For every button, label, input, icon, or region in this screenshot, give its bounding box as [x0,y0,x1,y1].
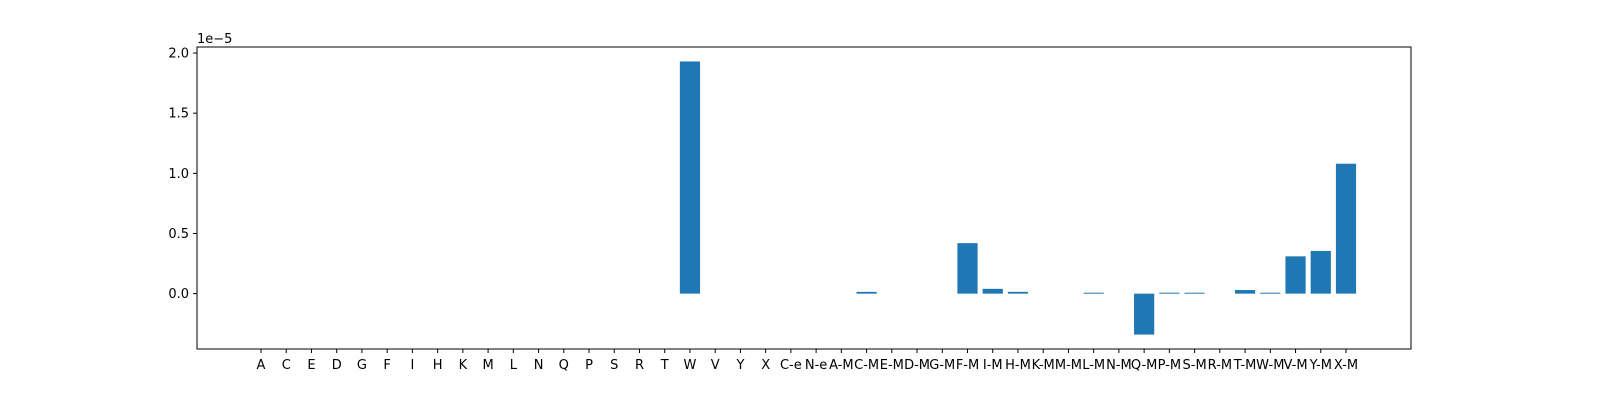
x-tick-label: R-M [1208,358,1232,373]
bar-H-M [1007,291,1029,294]
y-axis: 0.0 0.5 1.0 1.5 2.0 [168,47,197,302]
x-axis: A C E D G F I H K M L N Q P S R T W V Y X C-e N-e A-M C-M E-M D-M G… [257,349,1358,373]
x-tick-label: A [257,358,266,373]
bar-P-M [1159,292,1180,294]
x-tick-label: Y-M [1309,358,1332,373]
bar-V-M [1285,256,1306,294]
bar-Q-M [1134,293,1155,335]
x-tick-label: P [585,358,593,373]
x-tick-label: V [711,358,720,373]
x-tick-label: C-M [854,358,879,373]
x-tick-label: R [635,358,644,373]
x-tick-label: C [282,358,291,373]
plot-frame [196,46,1412,350]
bar-I-M [982,288,1003,294]
x-tick-label: S [610,358,618,373]
x-tick-label: E-M [880,358,904,373]
bar-Y-M [1310,250,1331,294]
bar-X-M [1335,163,1357,294]
bar-W [679,61,701,294]
x-tick-label: N [534,358,544,373]
bar-F-M [957,243,978,294]
x-tick-label: E [307,358,315,373]
y-tick-label: 0.5 [168,227,189,242]
x-tick-label: F-M [956,358,979,373]
y-tick-label: 1.0 [168,167,189,182]
x-tick-label: N-e [805,358,827,373]
bar-T-M [1234,290,1256,294]
x-tick-label: C-e [780,358,802,373]
x-tick-label: X-M [1334,358,1358,373]
x-tick-label: H [433,358,443,373]
x-tick-label: V-M [1284,358,1308,373]
bar-C-M [856,291,877,294]
x-tick-label: A-M [829,358,854,373]
x-tick-label: D [332,358,342,373]
x-tick-label: Q-M [1131,358,1158,373]
y-tick-label: 1.5 [168,107,189,122]
x-tick-label: I-M [983,358,1003,373]
x-tick-label: G-M [929,358,955,373]
x-tick-label: K [459,358,468,373]
x-tick-label: P-M [1158,358,1181,373]
x-tick-label: N-M [1106,358,1132,373]
bar-W-M [1260,292,1281,294]
x-tick-label: W [684,358,697,373]
x-tick-label: L-M [1082,358,1105,373]
x-tick-label: M [482,358,493,373]
x-tick-label: W-M [1256,358,1284,373]
x-tick-label: T-M [1233,358,1257,373]
x-tick-label: I [410,358,414,373]
y-tick-label: 2.0 [168,47,189,62]
x-tick-label: D-M [904,358,930,373]
bar-L-M [1083,292,1104,294]
x-tick-label: G [357,358,367,373]
x-tick-label: M-M [1055,358,1082,373]
x-tick-label: Y [735,358,744,373]
x-tick-label: S-M [1183,358,1207,373]
y-tick-label: 0.0 [168,287,189,302]
x-tick-label: F [383,358,390,373]
x-tick-label: T [660,358,669,373]
bar-S-M [1184,292,1205,294]
bars-layer [679,61,1357,335]
x-tick-label: H-M [1005,358,1031,373]
x-tick-label: Q [559,358,569,373]
x-tick-label: L [510,358,518,373]
x-tick-label: K-M [1032,358,1055,373]
y-axis-offset-label: 1e−5 [197,32,232,47]
x-tick-label: X [761,358,770,373]
